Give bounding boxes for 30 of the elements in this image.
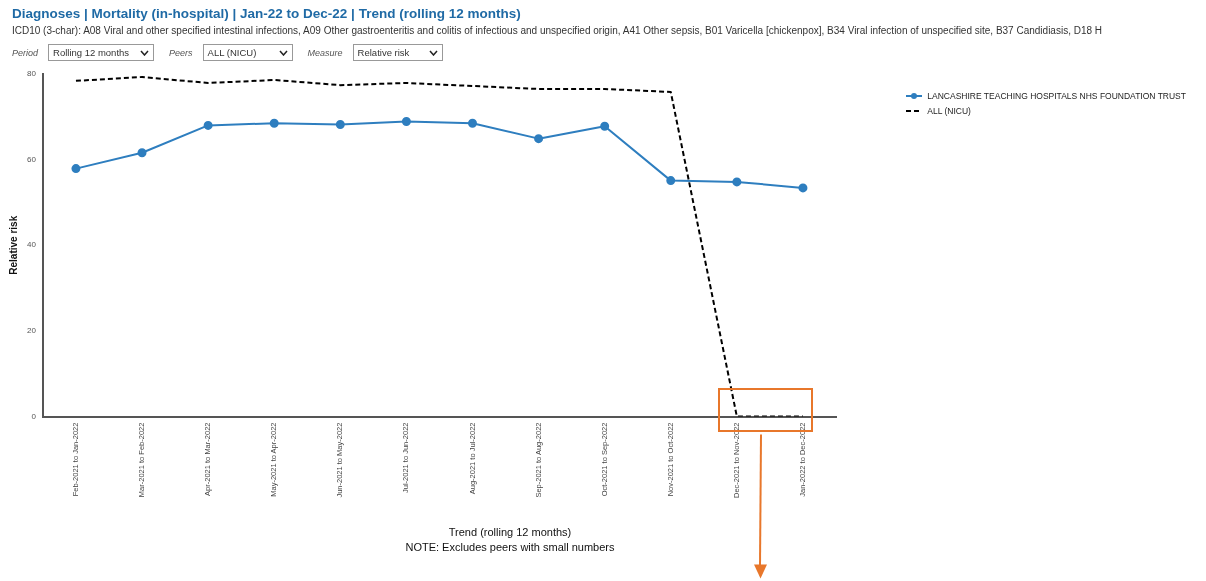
point	[401, 117, 411, 127]
text: Peers	[169, 47, 193, 58]
y-tick-label: 40	[26, 240, 37, 250]
y-tick-label: 80	[26, 69, 37, 79]
x-axis-title: Trend (rolling 12 months)	[447, 526, 573, 538]
point	[203, 120, 213, 130]
chart-subtitle: ICD10 (3-char): A08 Viral and other specified intestinal infections, A09 Other gastroenteritis and colitis of infectious and unspecified origin, A41 Other sepsis, B01 Varicella [chickenpox], B34 Viral infection of unspecified site, B37 Candidiasis, D18 H	[12, 25, 1103, 36]
y-tick-label: 20	[26, 326, 37, 336]
point	[335, 120, 345, 130]
point	[600, 121, 610, 131]
text: ALL (NICU)	[202, 44, 293, 61]
y-tick-label: 60	[26, 154, 37, 164]
text: NOTE: Excludes peers with small numbers	[404, 541, 616, 553]
text: Relative risk	[352, 44, 443, 61]
point	[269, 118, 279, 128]
point	[534, 134, 544, 144]
y-axis-title: Relative risk	[7, 215, 19, 275]
point	[732, 177, 742, 187]
legend-label: LANCASHIRE TEACHING HOSPITALS NHS FOUNDATION TRUST	[927, 90, 1186, 101]
point	[71, 164, 81, 174]
point	[468, 118, 477, 128]
text: Rolling 12 months	[48, 44, 155, 61]
point	[798, 183, 808, 193]
point	[137, 148, 147, 158]
legend-label: ALL (NICU)	[927, 105, 971, 116]
text: Measure	[307, 47, 343, 58]
y-tick-label: 0	[31, 411, 37, 421]
chart-title: Diagnoses | Mortality (in-hospital) | Jan-22 to Dec-22 | Trend (rolling 12 months)	[12, 6, 521, 21]
point	[666, 176, 676, 186]
text: Period	[12, 47, 39, 58]
